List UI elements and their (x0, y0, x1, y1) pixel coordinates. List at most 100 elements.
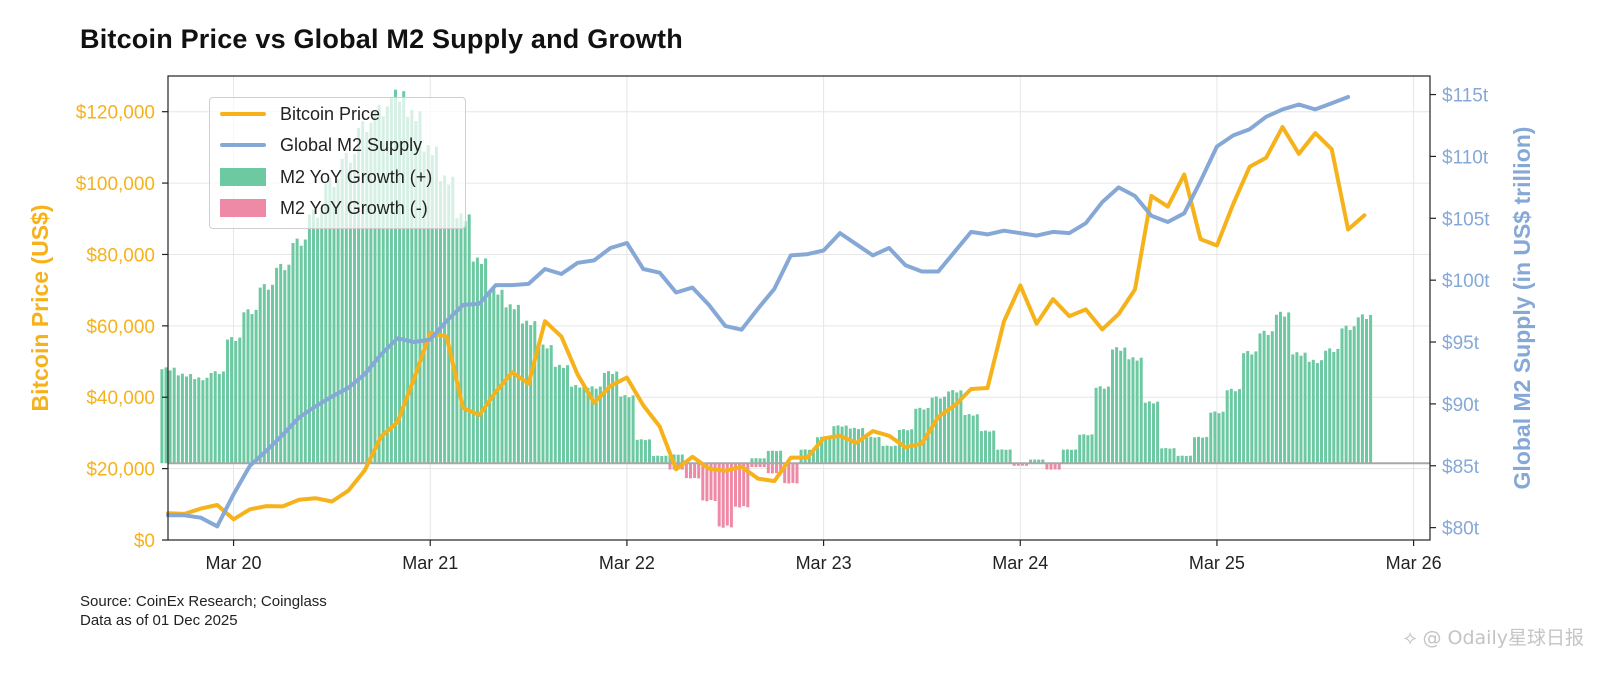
growth-bar-positive (258, 287, 262, 464)
growth-bar-positive (1303, 352, 1307, 464)
growth-bar-positive (332, 187, 336, 464)
growth-bar-positive (1315, 363, 1319, 464)
growth-bar-positive (193, 379, 197, 464)
growth-bar-positive (840, 426, 844, 464)
growth-bar-positive (1270, 331, 1274, 464)
growth-bar-positive (164, 367, 168, 464)
growth-bar-positive (1135, 360, 1139, 464)
growth-bar-negative (1020, 463, 1024, 466)
growth-bar-negative (795, 463, 799, 484)
growth-bar-positive (340, 158, 344, 464)
growth-bar-positive (1094, 387, 1098, 464)
growth-bar-positive (443, 175, 447, 464)
right-axis-label: Global M2 Supply (in US$ trillion) (1509, 127, 1535, 490)
growth-bar-positive (385, 106, 389, 464)
x-tick-label: Mar 20 (206, 553, 262, 573)
right-tick-label: $100t (1442, 271, 1490, 292)
legend-swatch-bitcoin (220, 112, 266, 116)
watermark: ⟡ @ Odaily星球日报 (1403, 627, 1584, 649)
growth-bar-positive (1168, 448, 1172, 464)
x-tick-label: Mar 24 (992, 553, 1048, 573)
growth-bar-positive (648, 439, 651, 464)
chart-legend: Bitcoin Price Global M2 Supply M2 YoY Gr… (209, 97, 466, 229)
growth-bar-positive (1242, 353, 1246, 464)
growth-bar-positive (590, 386, 594, 464)
growth-bar-positive (180, 373, 184, 464)
growth-bar-positive (402, 91, 406, 464)
growth-bar-positive (1193, 437, 1196, 464)
growth-bar-positive (623, 395, 627, 464)
growth-bar-positive (660, 456, 664, 464)
growth-bar-positive (1348, 330, 1352, 464)
growth-bar-positive (275, 267, 279, 464)
growth-bar-positive (266, 289, 270, 464)
growth-bar-positive (758, 458, 762, 464)
growth-bar-positive (1283, 316, 1287, 464)
growth-bar-positive (828, 436, 832, 464)
growth-bar-positive (639, 439, 643, 464)
growth-bar-positive (348, 162, 352, 464)
legend-label-m2: Global M2 Supply (280, 134, 423, 155)
growth-bar-positive (1201, 437, 1205, 464)
growth-bar-positive (299, 245, 303, 464)
growth-bar-positive (516, 304, 520, 464)
growth-bar-negative (693, 463, 697, 478)
growth-bar-positive (1365, 319, 1368, 464)
growth-bar-positive (353, 154, 356, 464)
x-axis-ticks: Mar 20 Mar 21 Mar 22 Mar 23 Mar 24 Mar 25 Mar … (206, 540, 1442, 573)
growth-bar-positive (586, 387, 590, 464)
growth-bar-positive (1356, 317, 1360, 464)
growth-bar-positive (897, 429, 901, 464)
growth-bar-positive (971, 415, 975, 464)
growth-bar-negative (697, 463, 701, 479)
growth-bar-positive (1332, 352, 1336, 464)
growth-bar-positive (766, 450, 770, 464)
growth-bar-positive (262, 284, 266, 464)
growth-bar-positive (398, 101, 402, 464)
growth-bar-positive (1295, 352, 1299, 464)
growth-bar-positive (775, 451, 778, 464)
growth-bar-negative (766, 463, 770, 474)
growth-bar-positive (217, 374, 221, 464)
growth-bar-positive (598, 386, 602, 464)
growth-bar-positive (545, 348, 549, 464)
growth-bar-positive (246, 309, 250, 464)
growth-bar-positive (988, 431, 992, 464)
growth-bar-positive (1115, 347, 1119, 464)
growth-bar-positive (480, 264, 483, 464)
growth-bar-positive (1004, 449, 1008, 464)
growth-bar-positive (185, 376, 188, 464)
growth-bar-positive (1098, 386, 1102, 464)
growth-bar-positive (955, 392, 959, 464)
growth-bar-positive (975, 414, 979, 464)
growth-bar-positive (1197, 436, 1200, 464)
growth-bar-positive (963, 415, 967, 464)
growth-bar-positive (1078, 434, 1082, 464)
chart-title: Bitcoin Price vs Global M2 Supply and Gr… (80, 24, 683, 54)
growth-bar-positive (1147, 401, 1151, 464)
legend-label-growth-negative: M2 YoY Growth (-) (280, 197, 428, 218)
growth-bar-positive (893, 445, 897, 464)
growth-bar-positive (1217, 413, 1221, 464)
growth-bar-positive (754, 458, 758, 464)
growth-bar-positive (189, 374, 193, 464)
growth-bar-negative (787, 463, 791, 484)
growth-bar-positive (1082, 434, 1086, 464)
growth-bar-negative (742, 463, 746, 507)
growth-bar-negative (689, 463, 692, 479)
growth-bar-positive (512, 309, 516, 464)
growth-bar-negative (684, 463, 688, 479)
growth-bar-positive (1127, 359, 1131, 464)
growth-bar-positive (1287, 312, 1291, 464)
growth-bar-positive (844, 425, 848, 464)
growth-bar-negative (770, 463, 774, 474)
plot-frame (167, 75, 1431, 541)
left-tick-label: $120,000 (76, 103, 155, 124)
growth-bar-positive (201, 380, 205, 464)
growth-bar-positive (566, 365, 569, 464)
growth-bar-positive (1233, 391, 1237, 464)
growth-bar-positive (1102, 388, 1106, 464)
growth-bar-positive (918, 407, 922, 464)
growth-bar-positive (1352, 326, 1356, 464)
growth-bar-positive (1156, 401, 1160, 464)
